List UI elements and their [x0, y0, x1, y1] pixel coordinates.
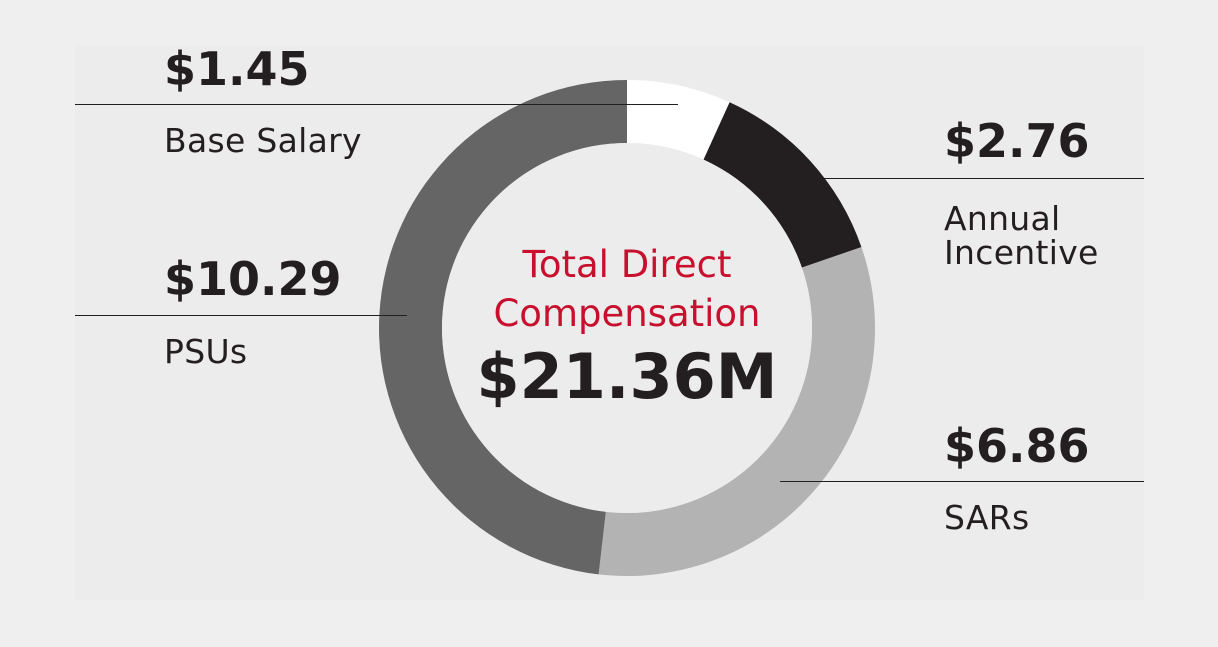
base-salary-value: $1.45 [164, 42, 310, 96]
donut-slice-annual-incentive [703, 102, 862, 268]
annual-incentive-leader-line [820, 178, 1144, 179]
base-salary-leader-line [75, 104, 678, 105]
donut-hole [442, 143, 812, 513]
chart-title: Total Direct Compensation [493, 243, 761, 335]
donut-slice-sars [598, 247, 875, 576]
sars-leader-line [780, 481, 1144, 482]
donut-slice-base-salary [627, 80, 730, 160]
sars-name: SARs [944, 498, 1030, 537]
annual-incentive-name: Annual Incentive [944, 199, 1099, 272]
donut-slice-psus [379, 80, 627, 575]
base-salary-name: Base Salary [164, 121, 362, 160]
psus-value: $10.29 [164, 252, 342, 306]
total-value: $21.36M [476, 340, 778, 413]
psus-name: PSUs [164, 332, 248, 371]
sars-value: $6.86 [944, 419, 1090, 473]
annual-incentive-value: $2.76 [944, 114, 1090, 168]
psus-leader-line [75, 315, 407, 316]
